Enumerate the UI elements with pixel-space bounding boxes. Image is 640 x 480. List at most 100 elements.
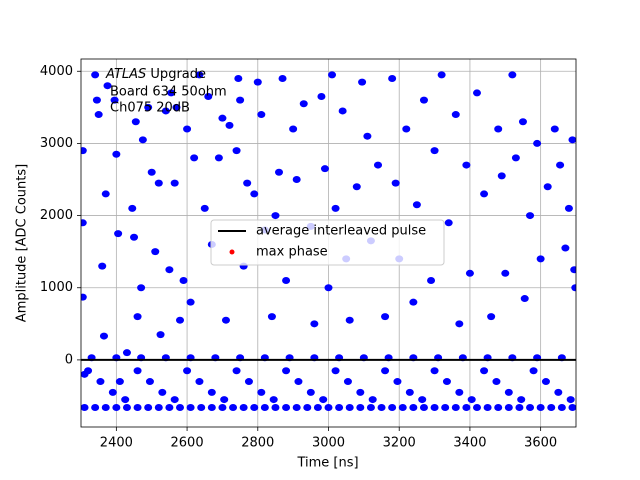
point: [101, 190, 110, 198]
point: [122, 349, 131, 357]
point: [253, 78, 262, 86]
point: [550, 125, 559, 133]
point: [352, 183, 361, 191]
point: [557, 404, 566, 412]
point: [419, 96, 428, 104]
y-axis-label: Amplitude [ADC Counts]: [15, 164, 30, 322]
point: [391, 179, 400, 187]
x-tick-label: 3600: [524, 436, 557, 451]
point: [504, 388, 513, 396]
point: [130, 233, 139, 241]
point: [520, 295, 529, 303]
point: [487, 313, 496, 321]
point: [508, 71, 517, 79]
point: [338, 107, 347, 115]
annotation-line: Ch075 20dB: [110, 101, 190, 116]
point: [214, 154, 223, 162]
point: [165, 404, 174, 412]
point: [154, 404, 163, 412]
point: [430, 367, 439, 375]
point: [271, 212, 280, 220]
point: [234, 74, 243, 82]
point: [419, 404, 428, 412]
point: [504, 404, 513, 412]
point: [494, 404, 503, 412]
point: [207, 388, 216, 396]
point: [366, 404, 375, 412]
y-tick-label: 4000: [40, 64, 73, 79]
point: [257, 111, 266, 119]
annotation-italic: ATLAS: [105, 67, 146, 82]
point: [319, 396, 328, 404]
point: [377, 404, 386, 412]
point: [91, 404, 100, 412]
point: [144, 103, 153, 111]
point: [398, 404, 407, 412]
point: [94, 111, 103, 119]
annotation: ATLAS Upgrade: [105, 67, 206, 82]
point: [515, 404, 524, 412]
point: [154, 179, 163, 187]
point: [492, 378, 501, 386]
point: [133, 367, 142, 375]
point: [204, 93, 213, 101]
point: [518, 118, 527, 126]
point: [568, 136, 576, 144]
point: [564, 204, 573, 212]
point: [306, 388, 315, 396]
point: [331, 204, 340, 212]
point: [128, 204, 137, 212]
point: [388, 404, 397, 412]
point: [517, 396, 526, 404]
legend-box: [210, 219, 445, 266]
x-tick-label: 2600: [171, 436, 204, 451]
point: [260, 404, 269, 412]
point: [292, 404, 301, 412]
point: [462, 404, 471, 412]
point: [430, 147, 439, 155]
point: [186, 298, 195, 306]
point: [497, 172, 506, 180]
point: [84, 367, 93, 375]
point: [131, 118, 140, 126]
legend-label: average interleaved pulse: [256, 224, 426, 239]
point: [388, 74, 397, 82]
point: [313, 404, 322, 412]
point: [526, 404, 535, 412]
point: [172, 103, 181, 111]
x-tick-label: 3200: [383, 436, 416, 451]
point: [543, 183, 552, 191]
point: [269, 396, 278, 404]
point: [561, 244, 570, 252]
point: [467, 396, 476, 404]
point: [483, 404, 492, 412]
y-tick-label: 0: [65, 352, 73, 367]
point: [243, 179, 252, 187]
y-tick-label: 1000: [40, 280, 73, 295]
point: [229, 404, 238, 412]
point: [81, 293, 87, 301]
y-tick-label: 2000: [40, 208, 73, 223]
point: [320, 165, 329, 173]
point: [292, 176, 301, 184]
point: [511, 154, 520, 162]
point: [358, 78, 367, 86]
point: [183, 367, 192, 375]
point: [494, 125, 503, 133]
point: [356, 404, 365, 412]
legend-dot: [229, 249, 235, 255]
point: [547, 404, 556, 412]
x-tick-label: 3000: [312, 436, 345, 451]
point: [363, 132, 372, 140]
point: [299, 100, 308, 108]
point: [167, 89, 176, 97]
point: [115, 378, 124, 386]
point: [257, 388, 266, 396]
point: [122, 404, 131, 412]
point: [442, 378, 451, 386]
point: [501, 269, 510, 277]
plot-frame: [80, 58, 577, 428]
point: [98, 262, 107, 270]
point: [571, 284, 576, 292]
